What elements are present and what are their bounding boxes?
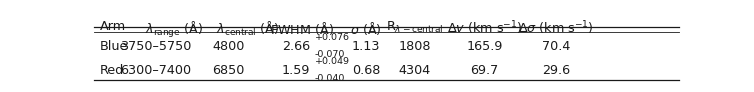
Text: +0.076: +0.076 bbox=[314, 33, 350, 42]
Text: $\lambda_{\mathrm{range}}$ $(\mathrm{\AA})$: $\lambda_{\mathrm{range}}$ $(\mathrm{\AA… bbox=[145, 20, 203, 40]
Text: -0.070: -0.070 bbox=[314, 50, 345, 59]
Text: 4304: 4304 bbox=[398, 64, 431, 77]
Text: 165.9: 165.9 bbox=[467, 40, 503, 53]
Text: Red: Red bbox=[100, 64, 124, 77]
Text: 3750–5750: 3750–5750 bbox=[120, 40, 192, 53]
Text: -0.040: -0.040 bbox=[314, 74, 345, 83]
Text: Arm: Arm bbox=[100, 20, 126, 33]
Text: 29.6: 29.6 bbox=[542, 64, 570, 77]
Text: $\sigma$ $(\mathrm{\AA})$: $\sigma$ $(\mathrm{\AA})$ bbox=[350, 20, 382, 37]
Text: 1.13: 1.13 bbox=[351, 40, 380, 53]
Text: $\Delta\sigma$ (km s$^{-1}$): $\Delta\sigma$ (km s$^{-1}$) bbox=[518, 20, 594, 37]
Text: 2.66: 2.66 bbox=[282, 40, 310, 53]
Text: 6300–7400: 6300–7400 bbox=[120, 64, 192, 77]
Text: +0.049: +0.049 bbox=[314, 57, 350, 66]
Text: 6850: 6850 bbox=[213, 64, 245, 77]
Text: $\Delta v$ (km s$^{-1}$): $\Delta v$ (km s$^{-1}$) bbox=[447, 20, 523, 37]
Text: R$_{\lambda-\mathrm{central}}$: R$_{\lambda-\mathrm{central}}$ bbox=[385, 20, 443, 35]
Text: 70.4: 70.4 bbox=[541, 40, 570, 53]
Text: 4800: 4800 bbox=[213, 40, 245, 53]
Text: 69.7: 69.7 bbox=[470, 64, 498, 77]
Text: 1.59: 1.59 bbox=[282, 64, 310, 77]
Text: 1808: 1808 bbox=[398, 40, 431, 53]
Text: FWHM $(\mathrm{\AA})$: FWHM $(\mathrm{\AA})$ bbox=[270, 20, 334, 37]
Text: $\lambda_{\mathrm{central}}$ $(\mathrm{\AA})$: $\lambda_{\mathrm{central}}$ $(\mathrm{\… bbox=[216, 20, 279, 38]
Text: 0.68: 0.68 bbox=[352, 64, 380, 77]
Text: Blue: Blue bbox=[100, 40, 128, 53]
